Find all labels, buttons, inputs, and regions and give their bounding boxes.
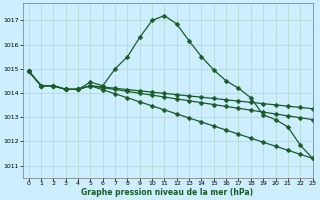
X-axis label: Graphe pression niveau de la mer (hPa): Graphe pression niveau de la mer (hPa) — [82, 188, 254, 197]
